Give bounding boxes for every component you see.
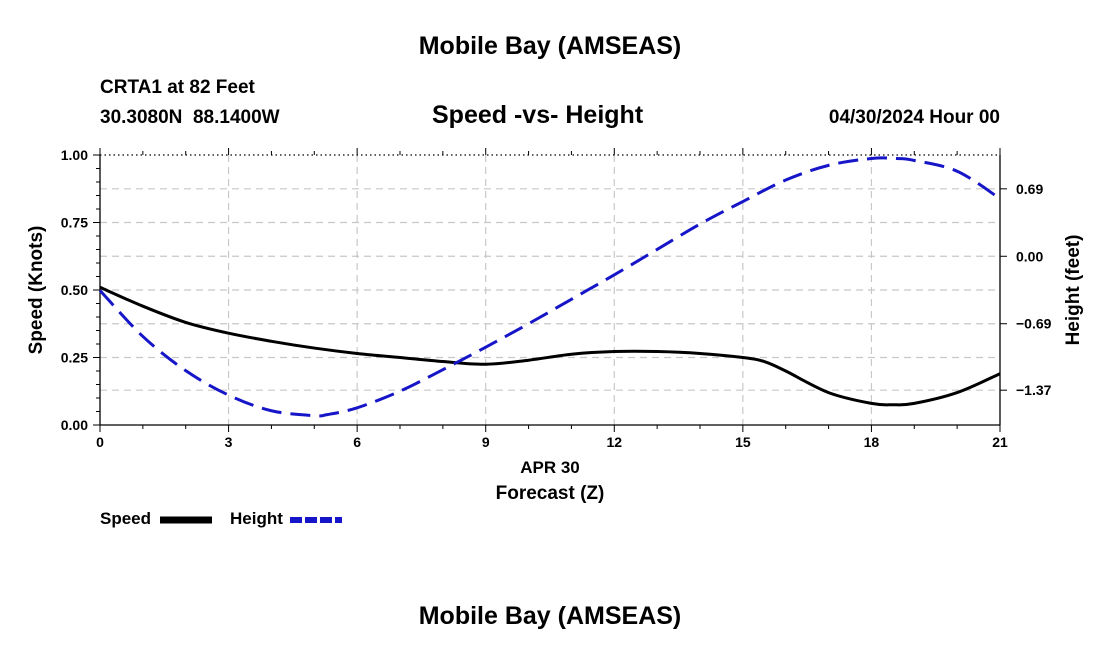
footer-title: Mobile Bay (AMSEAS) [418, 602, 682, 630]
speed-series-line [99, 285, 1001, 407]
y-right-tick-label: −1.37 [1016, 382, 1052, 398]
y-left-tick-label: 0.00 [61, 417, 88, 433]
forecast-datetime: 04/30/2024 Hour 00 [828, 107, 1000, 128]
chart-title: Speed -vs- Height [432, 101, 644, 129]
y-right-tick-label: 0.69 [1016, 181, 1043, 197]
y-left-tick-label: 0.50 [61, 282, 88, 298]
station-lon: 88.1400W [192, 107, 280, 128]
legend-height-label: Height [230, 509, 283, 528]
x-tick-label: 12 [606, 434, 622, 450]
x-tick-label: 21 [992, 434, 1008, 450]
y-right-tick-label: 0.00 [1016, 248, 1043, 264]
y-left-tick-label: 0.25 [61, 350, 88, 366]
x-tick-label: 0 [96, 434, 104, 450]
x-tick-label: 15 [735, 434, 751, 450]
y-right-tick-label: −0.69 [1016, 316, 1052, 332]
page-title: Mobile Bay (AMSEAS) [418, 32, 682, 60]
height-series-line [98, 156, 1001, 418]
x-axis-title: Forecast (Z) [495, 483, 605, 504]
y-left-tick-label: 1.00 [61, 147, 88, 163]
x-tick-label: 6 [353, 434, 361, 450]
legend-speed-label: Speed [100, 509, 152, 528]
x-tick-label: 9 [482, 434, 490, 450]
y-left-tick-label: 0.75 [61, 215, 88, 231]
station-name: CRTA1 at 82 Feet [100, 77, 255, 98]
x-tick-label: 3 [225, 434, 233, 450]
station-coordinates: 30.3080N 88.1400W [100, 107, 280, 129]
x-tick-label: 18 [864, 434, 880, 450]
station-lat: 30.3080N [100, 107, 183, 128]
x-axis-date-label: APR 30 [520, 458, 580, 477]
